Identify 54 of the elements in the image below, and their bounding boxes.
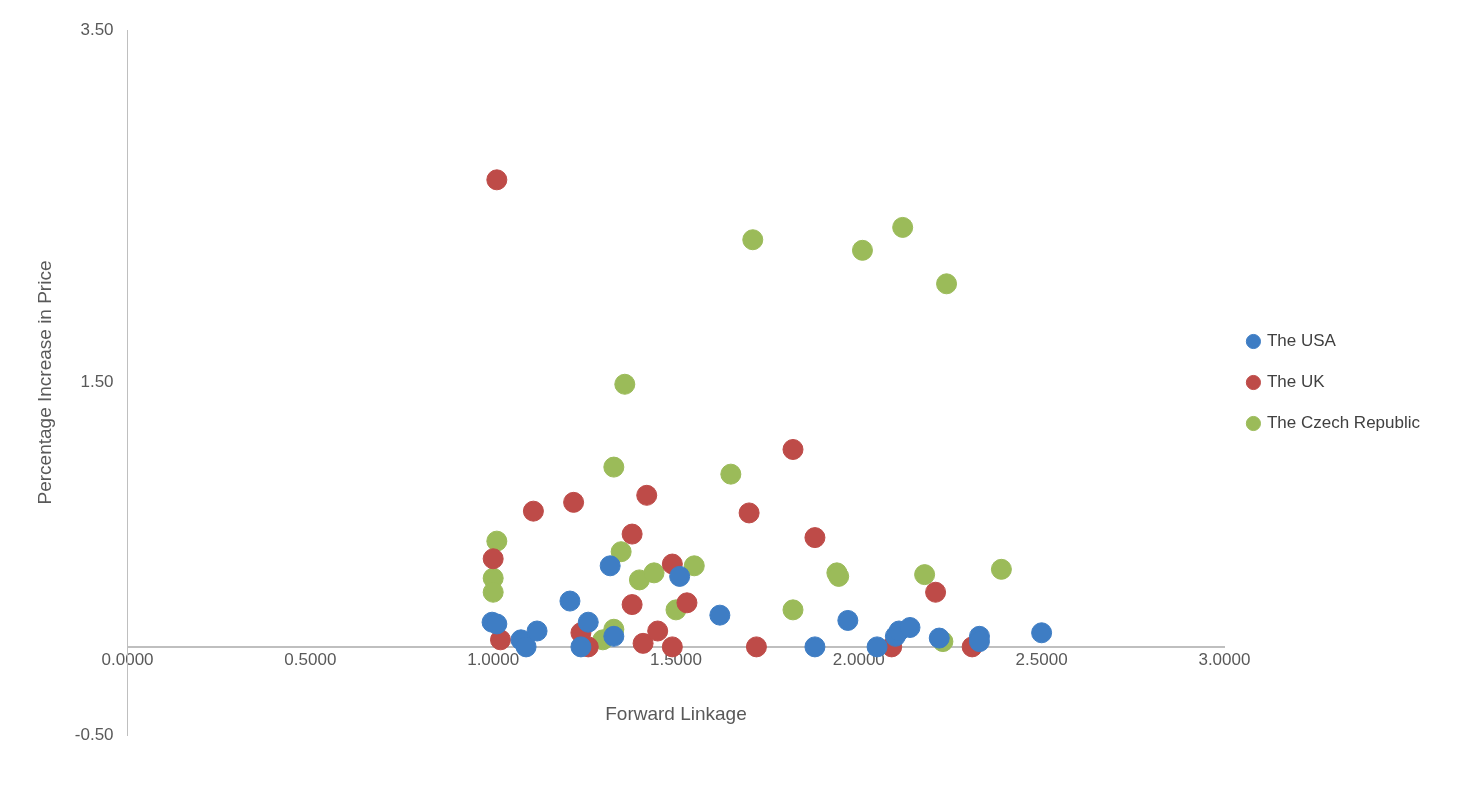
point <box>614 373 636 395</box>
point <box>559 590 581 612</box>
point <box>804 636 826 658</box>
point <box>632 632 654 654</box>
point <box>482 548 504 570</box>
point <box>621 594 643 616</box>
x-tick-label: 1.0000 <box>467 649 520 669</box>
point <box>892 216 914 238</box>
point <box>745 636 767 658</box>
point <box>669 565 691 587</box>
x-axis-title: Forward Linkage <box>605 702 747 724</box>
point <box>709 604 731 626</box>
y-tick-label: 1.50 <box>80 372 114 392</box>
point <box>636 484 658 506</box>
point <box>683 555 705 577</box>
point <box>570 636 592 658</box>
point <box>1031 622 1053 644</box>
x-tick-label: 2.5000 <box>1015 649 1068 669</box>
point <box>742 229 764 251</box>
point <box>925 581 947 603</box>
point <box>563 491 585 513</box>
y-tick-label: -0.50 <box>74 724 114 744</box>
point <box>577 611 599 633</box>
point <box>851 239 873 261</box>
point <box>522 500 544 522</box>
point <box>936 273 958 295</box>
point <box>526 620 548 642</box>
point <box>603 625 625 647</box>
point <box>782 599 804 621</box>
point <box>621 523 643 545</box>
point <box>738 502 760 524</box>
point <box>676 592 698 614</box>
point <box>990 558 1012 580</box>
point <box>720 463 742 485</box>
legend-label: The Czech Republic <box>1266 413 1421 433</box>
point <box>899 616 921 638</box>
x-tick-label: 3.0000 <box>1198 649 1251 669</box>
y-axis-title: Percentage Increase in Price <box>33 260 55 505</box>
legend-label: The USA <box>1266 331 1337 351</box>
legend-label: The UK <box>1266 372 1326 392</box>
point <box>643 562 665 584</box>
point <box>804 527 826 549</box>
point <box>603 456 625 478</box>
point <box>782 438 804 460</box>
point <box>599 555 621 577</box>
point <box>610 541 632 563</box>
x-tick-label: 0.0000 <box>101 649 154 669</box>
point <box>914 564 936 586</box>
y-tick-label: 3.50 <box>80 19 114 39</box>
point <box>486 169 508 191</box>
point <box>837 609 859 631</box>
point <box>486 530 508 552</box>
point <box>647 620 669 642</box>
x-tick-label: 0.5000 <box>284 649 337 669</box>
